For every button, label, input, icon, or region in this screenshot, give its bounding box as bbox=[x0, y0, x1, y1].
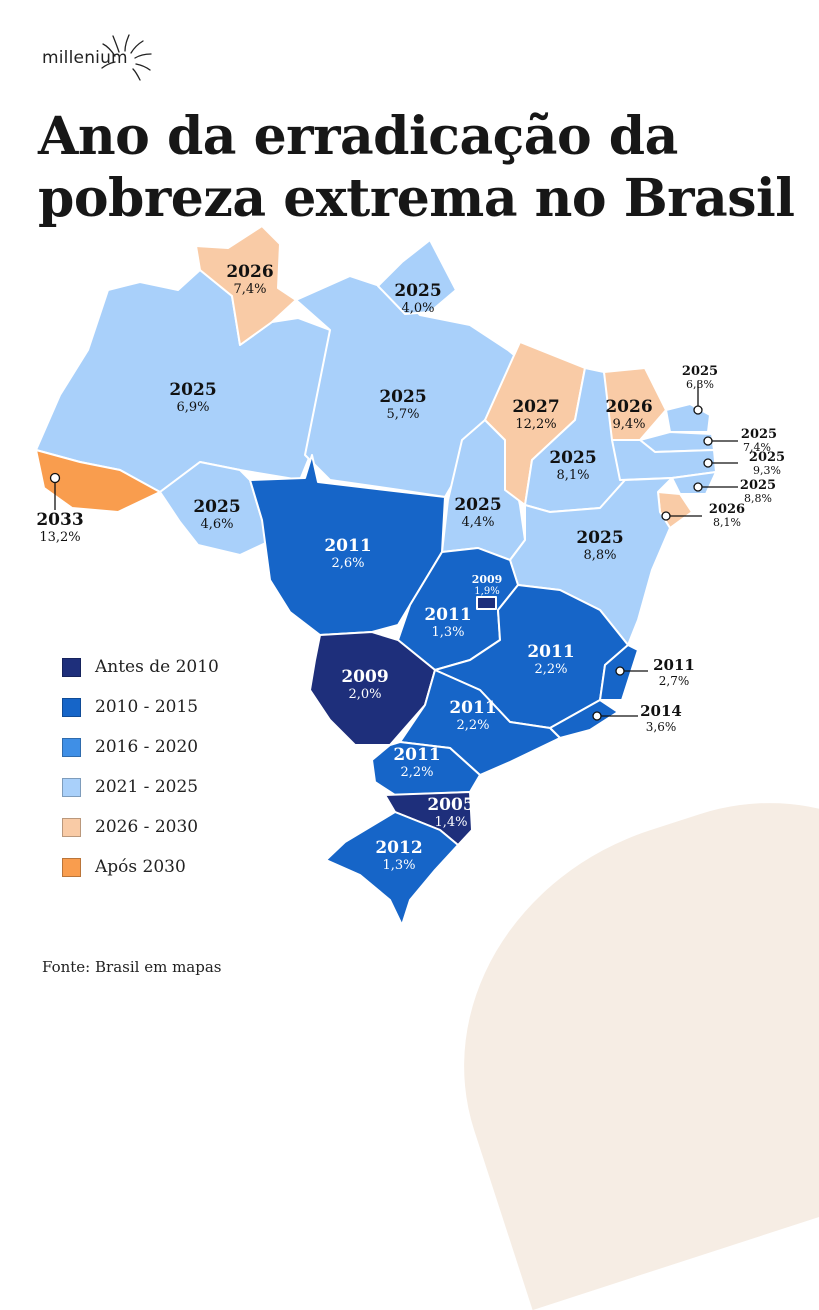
legend-label: 2026 - 2030 bbox=[95, 817, 199, 837]
label-df-pct: 1,9% bbox=[474, 586, 499, 597]
label-am-pct: 6,9% bbox=[176, 400, 209, 415]
callout-dot-al bbox=[693, 482, 703, 492]
legend-swatch bbox=[62, 817, 81, 837]
label-to-year: 2025 bbox=[454, 495, 501, 515]
state-df bbox=[476, 596, 497, 610]
label-ac-pct: 13,2% bbox=[39, 530, 80, 545]
legend-swatch bbox=[62, 657, 81, 677]
label-sc-pct: 1,4% bbox=[434, 815, 467, 830]
label-ce-year: 2026 bbox=[605, 397, 652, 417]
state-ac bbox=[35, 449, 161, 513]
label-rs-pct: 1,3% bbox=[382, 858, 415, 873]
label-pi-year: 2025 bbox=[549, 448, 596, 468]
source-note: Fonte: Brasil em mapas bbox=[42, 958, 222, 976]
legend-item-2021-2025: 2021 - 2025 bbox=[62, 767, 219, 807]
callout-dot-rn bbox=[693, 405, 703, 415]
legend-swatch bbox=[62, 857, 81, 877]
label-pb-pct: 7,4% bbox=[743, 441, 771, 454]
label-rn-pct: 6,3% bbox=[686, 378, 714, 391]
callout-dot-se bbox=[661, 511, 671, 521]
legend-label: 2010 - 2015 bbox=[95, 697, 199, 717]
callout-dot-ac bbox=[49, 472, 61, 484]
callout-dot-rj bbox=[592, 711, 602, 721]
label-pr-pct: 2,2% bbox=[400, 765, 433, 780]
label-am-year: 2025 bbox=[169, 380, 216, 400]
label-sp-pct: 2,2% bbox=[456, 718, 489, 733]
state-al bbox=[671, 471, 717, 495]
brazil-map: 2026 7,4% 2025 4,0% 2025 6,9% 2025 5,7% … bbox=[35, 225, 785, 926]
state-rs bbox=[325, 811, 459, 926]
label-pe-pct: 9,3% bbox=[753, 464, 781, 477]
label-se-year: 2026 bbox=[709, 502, 745, 517]
label-pa-pct: 5,7% bbox=[386, 407, 419, 422]
label-ro-pct: 4,6% bbox=[200, 517, 233, 532]
label-es-pct: 2,7% bbox=[659, 674, 690, 688]
title-line-1: Ano da erradicação da bbox=[38, 106, 678, 167]
label-sc-year: 2005 bbox=[427, 795, 474, 815]
sun-burst-icon bbox=[101, 34, 152, 81]
callout-dot-pb bbox=[703, 436, 713, 446]
label-pr-year: 2011 bbox=[393, 745, 440, 765]
callout-dot-pe bbox=[703, 458, 713, 468]
label-rj-year: 2014 bbox=[640, 702, 682, 720]
label-sp-year: 2011 bbox=[449, 698, 496, 718]
label-ba-year: 2025 bbox=[576, 528, 623, 548]
label-pe-year: 2025 bbox=[749, 450, 785, 465]
label-mg-year: 2011 bbox=[527, 642, 574, 662]
legend-label: 2021 - 2025 bbox=[95, 777, 199, 797]
label-ce-pct: 9,4% bbox=[612, 417, 645, 432]
title-line-2: pobreza extrema no Brasil bbox=[38, 168, 795, 229]
state-mt bbox=[249, 454, 446, 636]
label-mt-pct: 2,6% bbox=[331, 556, 364, 571]
label-ma-pct: 12,2% bbox=[515, 417, 556, 432]
state-ap bbox=[377, 239, 457, 315]
label-rj-pct: 3,6% bbox=[646, 720, 677, 734]
state-rn bbox=[665, 403, 711, 433]
page-title: Ano da erradicação da pobreza extrema no… bbox=[38, 106, 795, 230]
label-mg-pct: 2,2% bbox=[534, 662, 567, 677]
legend: Antes de 2010 2010 - 2015 2016 - 2020 20… bbox=[62, 647, 219, 887]
legend-swatch bbox=[62, 737, 81, 757]
legend-item-antes-2010: Antes de 2010 bbox=[62, 647, 219, 687]
logo-wordmark: millenium bbox=[42, 48, 128, 68]
label-al-year: 2025 bbox=[740, 478, 776, 493]
label-rr-pct: 7,4% bbox=[233, 282, 266, 297]
label-pa-year: 2025 bbox=[379, 387, 426, 407]
label-se-pct: 8,1% bbox=[713, 516, 741, 529]
legend-item-2026-2030: 2026 - 2030 bbox=[62, 807, 219, 847]
label-pb-year: 2025 bbox=[741, 427, 777, 442]
legend-label: Antes de 2010 bbox=[95, 657, 219, 677]
legend-item-apos-2030: Após 2030 bbox=[62, 847, 219, 887]
legend-label: Após 2030 bbox=[95, 857, 186, 877]
label-ro-year: 2025 bbox=[193, 497, 240, 517]
legend-item-2010-2015: 2010 - 2015 bbox=[62, 687, 219, 727]
label-mt-year: 2011 bbox=[324, 536, 371, 556]
legend-item-2016-2020: 2016 - 2020 bbox=[62, 727, 219, 767]
millenium-logo: millenium bbox=[42, 32, 152, 82]
label-ms-pct: 2,0% bbox=[348, 687, 381, 702]
callout-dot-es bbox=[615, 666, 625, 676]
label-ap-year: 2025 bbox=[394, 281, 441, 301]
label-go-year: 2011 bbox=[424, 605, 471, 625]
state-ce bbox=[603, 367, 667, 441]
label-go-pct: 1,3% bbox=[431, 625, 464, 640]
label-rr-year: 2026 bbox=[226, 262, 273, 282]
label-ap-pct: 4,0% bbox=[401, 301, 434, 316]
label-es-year: 2011 bbox=[653, 656, 695, 674]
label-ma-year: 2027 bbox=[512, 397, 559, 417]
label-ac-year: 2033 bbox=[36, 510, 83, 530]
label-al-pct: 8,8% bbox=[744, 492, 772, 505]
label-rn-year: 2025 bbox=[682, 364, 718, 379]
label-df-year: 2009 bbox=[472, 573, 503, 586]
legend-swatch bbox=[62, 697, 81, 717]
label-pi-pct: 8,1% bbox=[556, 468, 589, 483]
label-ms-year: 2009 bbox=[341, 667, 388, 687]
legend-swatch bbox=[62, 777, 81, 797]
label-to-pct: 4,4% bbox=[461, 515, 494, 530]
legend-label: 2016 - 2020 bbox=[95, 737, 199, 757]
label-rs-year: 2012 bbox=[375, 838, 422, 858]
label-ba-pct: 8,8% bbox=[583, 548, 616, 563]
